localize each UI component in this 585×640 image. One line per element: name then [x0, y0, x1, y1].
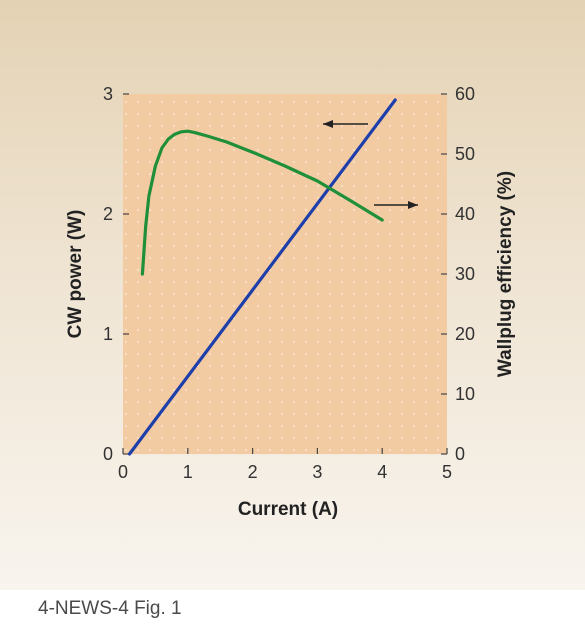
y-right-axis-label: Wallplug efficiency (%) [495, 171, 516, 377]
x-tick-label-0: 0 [118, 462, 128, 482]
series-line-1 [140, 129, 384, 276]
x-axis-label: Current (A) [238, 499, 338, 520]
figure-panel: 0 1 2 3 4 5 0 1 2 3 0 10 20 30 40 50 60 Current (A) CW p… [0, 0, 585, 590]
y-right-tick-label-4: 40 [455, 204, 475, 224]
y-right-tick-label-0: 0 [455, 444, 465, 464]
y-right-tick-label-1: 10 [455, 384, 475, 404]
x-tick-label-4: 4 [377, 462, 387, 482]
x-tick-label-1: 1 [183, 462, 193, 482]
y-right-tick-label-3: 30 [455, 264, 475, 284]
plot-area-dots [123, 94, 447, 454]
y-left-tick-label-2: 2 [103, 204, 113, 224]
y-left-tick-label-0: 0 [103, 444, 113, 464]
x-tick-label-3: 3 [312, 462, 322, 482]
y-right-tick-label-2: 20 [455, 324, 475, 344]
y-left-tick-label-3: 3 [103, 84, 113, 104]
annotation-arrow-head-0 [323, 120, 333, 128]
x-tick-label-2: 2 [248, 462, 258, 482]
series-line-0 [127, 98, 397, 456]
annotation-arrow-head-1 [408, 201, 418, 209]
figure-caption: 4-NEWS-4 Fig. 1 [38, 598, 182, 619]
x-tick-label-5: 5 [442, 462, 452, 482]
y-right-tick-label-6: 60 [455, 84, 475, 104]
y-left-tick-label-1: 1 [103, 324, 113, 344]
y-left-axis-label: CW power (W) [65, 210, 86, 339]
y-right-tick-label-5: 50 [455, 144, 475, 164]
